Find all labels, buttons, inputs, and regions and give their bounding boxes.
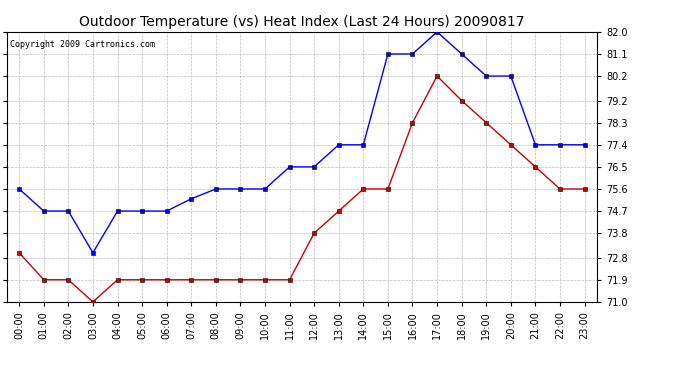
Text: Copyright 2009 Cartronics.com: Copyright 2009 Cartronics.com bbox=[10, 40, 155, 49]
Title: Outdoor Temperature (vs) Heat Index (Last 24 Hours) 20090817: Outdoor Temperature (vs) Heat Index (Las… bbox=[79, 15, 524, 29]
